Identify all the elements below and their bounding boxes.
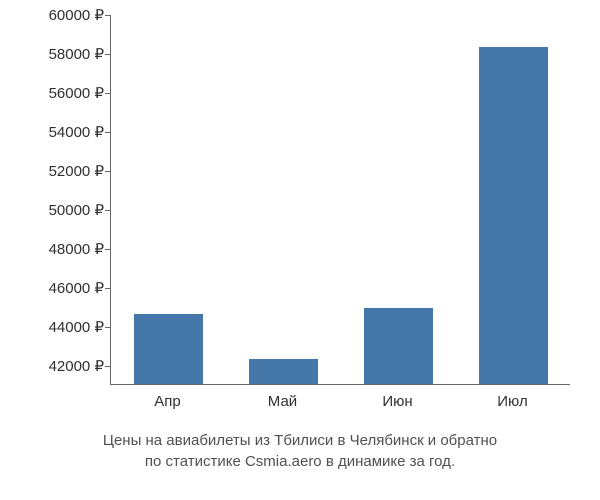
y-tick-mark — [105, 132, 110, 133]
bar — [249, 359, 318, 384]
y-tick-mark — [105, 171, 110, 172]
y-tick-label: 50000 ₽ — [24, 201, 104, 219]
bar — [479, 47, 548, 384]
caption-line-2: по статистике Csmia.aero в динамике за г… — [145, 453, 455, 470]
chart-caption: Цены на авиабилеты из Тбилиси в Челябинс… — [0, 430, 600, 472]
y-tick-label: 60000 ₽ — [24, 6, 104, 24]
y-tick-label: 54000 ₽ — [24, 123, 104, 141]
x-tick-label: Апр — [154, 393, 180, 410]
y-tick-mark — [105, 288, 110, 289]
x-tick-label: Июн — [382, 393, 412, 410]
bar — [134, 314, 203, 384]
y-tick-mark — [105, 15, 110, 16]
y-tick-mark — [105, 249, 110, 250]
y-tick-label: 42000 ₽ — [24, 357, 104, 375]
y-tick-label: 44000 ₽ — [24, 318, 104, 336]
plot-area — [110, 15, 570, 385]
x-tick-label: Июл — [497, 393, 527, 410]
y-tick-mark — [105, 327, 110, 328]
y-tick-label: 48000 ₽ — [24, 240, 104, 258]
caption-line-1: Цены на авиабилеты из Тбилиси в Челябинс… — [103, 432, 497, 449]
y-tick-mark — [105, 54, 110, 55]
y-tick-mark — [105, 210, 110, 211]
bar — [364, 308, 433, 384]
y-tick-label: 58000 ₽ — [24, 45, 104, 63]
y-tick-mark — [105, 93, 110, 94]
y-tick-label: 52000 ₽ — [24, 162, 104, 180]
y-tick-label: 46000 ₽ — [24, 279, 104, 297]
x-tick-label: Май — [268, 393, 297, 410]
price-chart: 42000 ₽ 44000 ₽ 46000 ₽ 48000 ₽ 50000 ₽ 52000… — [20, 15, 580, 415]
y-tick-label: 56000 ₽ — [24, 84, 104, 102]
y-tick-mark — [105, 366, 110, 367]
